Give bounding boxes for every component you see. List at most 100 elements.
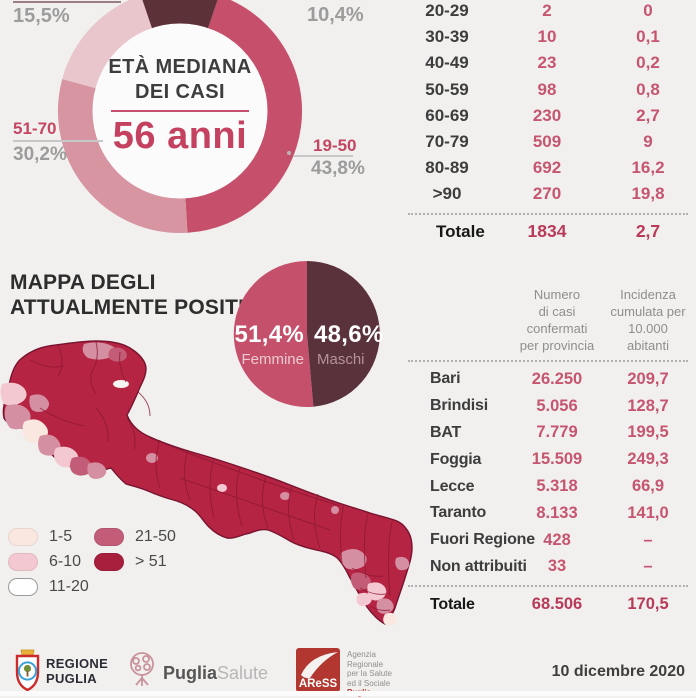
legend-swatch bbox=[8, 527, 38, 546]
male-pct: 48,6% bbox=[314, 321, 384, 348]
cases-value: 33 bbox=[547, 557, 567, 576]
gender-pie-chart bbox=[233, 260, 380, 407]
table-separator bbox=[408, 360, 688, 362]
age-bracket: 50-59 bbox=[425, 79, 469, 99]
cases-value: 5.318 bbox=[536, 477, 578, 496]
donut-segment-light bbox=[62, 0, 153, 89]
incidence-value: 19,8 bbox=[631, 184, 665, 204]
legend-label: 11-20 bbox=[49, 577, 89, 595]
province-table-header: Numero di casi confermati per provincia … bbox=[400, 286, 696, 354]
donut-pct-30-2: 30,2% bbox=[13, 144, 67, 165]
incidence-value: – bbox=[643, 530, 653, 549]
cases-value: 509 bbox=[532, 132, 562, 152]
legend-item: 1-5 bbox=[8, 524, 94, 549]
province-name: Taranto bbox=[430, 504, 487, 522]
legend-item: 6-10 bbox=[8, 549, 94, 574]
table-row: Foggia 15.509 249,3 bbox=[400, 446, 696, 473]
donut-segment-dark bbox=[142, 0, 218, 29]
age-bracket: 60-69 bbox=[425, 105, 469, 125]
cases-value: 98 bbox=[537, 79, 557, 99]
female-pct: 51,4% bbox=[234, 321, 304, 348]
donut-title-text-2: DEI CASI bbox=[135, 81, 225, 103]
incidence-value: 0 bbox=[643, 1, 653, 21]
total-incidence: 170,5 bbox=[627, 595, 669, 614]
province-name: Bari bbox=[430, 370, 461, 388]
cases-value: 26.250 bbox=[531, 369, 583, 388]
incidence-value: 0,2 bbox=[636, 53, 660, 73]
legend-swatch bbox=[8, 552, 38, 571]
header-incidence: Incidenza cumulata per 10.000 abitanti bbox=[606, 286, 690, 354]
pie-slice-femmine bbox=[233, 260, 314, 407]
table-row: Taranto 8.133 141,0 bbox=[400, 500, 696, 527]
puglia-salute-bold: Puglia bbox=[163, 663, 218, 683]
total-label: Totale bbox=[430, 595, 475, 613]
incidence-value: 9 bbox=[643, 132, 653, 152]
header-line: 10.000 abitanti bbox=[627, 321, 669, 353]
legend-item: > 51 bbox=[94, 549, 318, 574]
province-name: BAT bbox=[430, 423, 462, 441]
donut-center-title-line2: DEI CASI bbox=[80, 81, 280, 104]
map-title-line1: MAPPA DEGLI bbox=[10, 271, 156, 294]
aress-desc-line: Regionale bbox=[347, 659, 384, 669]
table-row: Lecce 5.318 66,9 bbox=[400, 473, 696, 500]
table-row: 40-49 23 0,2 bbox=[400, 50, 696, 76]
label-underline-51-70 bbox=[13, 140, 103, 142]
incidence-value: – bbox=[643, 557, 653, 576]
cases-value: 15.509 bbox=[531, 450, 583, 469]
map-legend: 1-5 21-50 6-10 > 51 11-20 bbox=[8, 524, 318, 599]
table-row: 60-69 230 2,7 bbox=[400, 103, 696, 129]
incidence-value: 0,8 bbox=[636, 79, 660, 99]
header-line: per provincia bbox=[519, 338, 595, 353]
table-total-row: Totale 1834 2,7 bbox=[400, 219, 696, 245]
cases-value: 23 bbox=[537, 53, 557, 73]
table-row: Non attribuiti 33 – bbox=[400, 554, 696, 581]
legend-item: 11-20 bbox=[8, 574, 94, 599]
total-cases: 1834 bbox=[527, 221, 567, 242]
header-line: Incidenza bbox=[620, 287, 676, 302]
donut-chart-svg bbox=[57, 0, 302, 233]
cases-value: 2 bbox=[542, 1, 552, 21]
age-incidence-table: 20-29 2 0 30-39 10 0,1 40-49 23 0,2 50-59 98 0,8… bbox=[400, 0, 696, 245]
aress-logo-icon: AReSS bbox=[296, 648, 340, 692]
table-row: Bari 26.250 209,7 bbox=[400, 366, 696, 393]
cases-value: 10 bbox=[537, 27, 557, 47]
province-name: Brindisi bbox=[430, 397, 488, 415]
donut-segment-19-50 bbox=[184, 0, 302, 233]
median-age-donut-chart bbox=[0, 0, 400, 250]
donut-range-19-50: 19-50 bbox=[313, 136, 357, 155]
puglia-choropleth-map bbox=[0, 340, 413, 626]
age-bracket: 80-89 bbox=[425, 158, 469, 178]
table-row: Fuori Regione 428 – bbox=[400, 527, 696, 554]
legend-label: 21-50 bbox=[135, 527, 176, 545]
legend-label: 6-10 bbox=[49, 552, 82, 570]
total-cases: 68.506 bbox=[531, 595, 583, 614]
legend-label: 1-5 bbox=[49, 527, 73, 545]
province-name: Fuori Regione bbox=[430, 531, 535, 549]
donut-pct-15-5: 15,5% bbox=[13, 5, 70, 27]
incidence-value: 141,0 bbox=[627, 503, 669, 522]
table-row: BAT 7.779 199,5 bbox=[400, 420, 696, 447]
cases-value: 692 bbox=[532, 158, 562, 178]
incidence-value: 16,2 bbox=[631, 158, 665, 178]
map-light-municipality-patches bbox=[0, 342, 410, 626]
cases-value: 230 bbox=[532, 105, 562, 125]
table-separator bbox=[408, 212, 688, 215]
incidence-value: 66,9 bbox=[631, 477, 665, 496]
donut-center-divider bbox=[111, 110, 249, 112]
incidence-value: 209,7 bbox=[627, 369, 669, 388]
header-line: di casi confermati bbox=[526, 304, 588, 336]
donut-pct-10-4: 10,4% bbox=[307, 4, 364, 26]
puglia-salute-wordmark: PugliaSalute bbox=[163, 663, 268, 684]
female-label: Femmine bbox=[241, 351, 304, 368]
map-title-line2: ATTUALMENTE POSITIVI bbox=[10, 296, 265, 319]
male-label: Maschi bbox=[317, 351, 365, 368]
cases-value: 428 bbox=[543, 530, 571, 549]
cases-value: 7.779 bbox=[536, 423, 578, 442]
aress-desc-line: per la Salute bbox=[347, 669, 392, 678]
age-bracket: >90 bbox=[432, 184, 462, 204]
regione-line2: PUGLIA bbox=[46, 671, 97, 686]
age-bracket: 70-79 bbox=[425, 132, 469, 152]
incidence-value: 249,3 bbox=[627, 450, 669, 469]
regione-puglia-wordmark: REGIONE PUGLIA bbox=[46, 656, 108, 686]
puglia-salute-tree-icon bbox=[130, 652, 154, 686]
